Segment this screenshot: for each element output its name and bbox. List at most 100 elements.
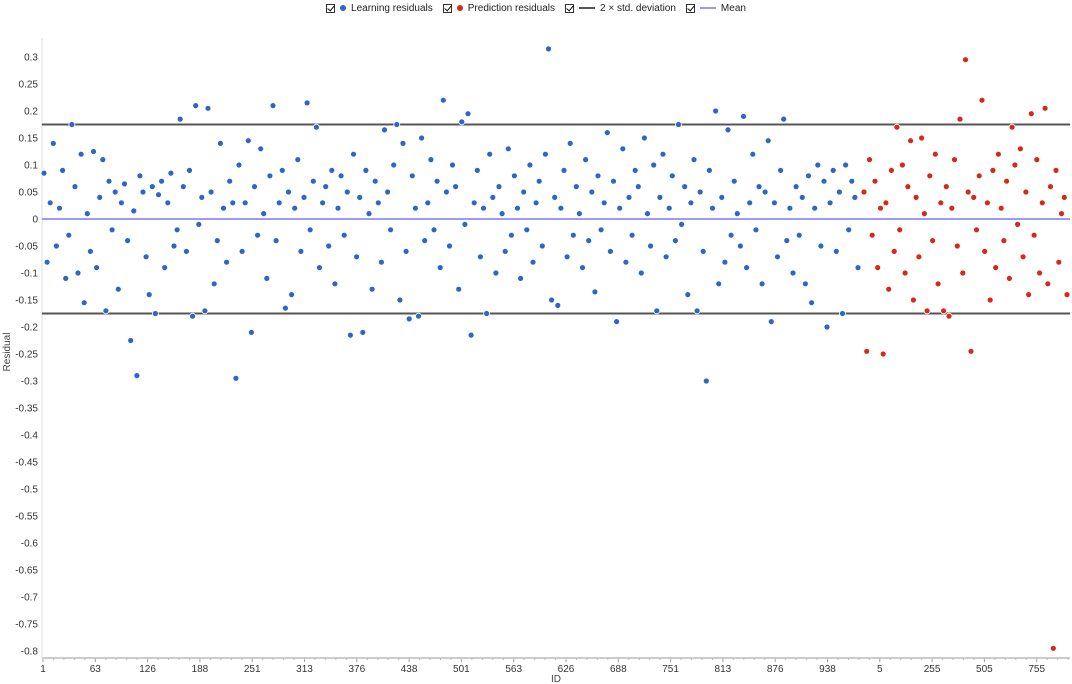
learning-residual-point [758, 280, 766, 288]
learning-residual-point [616, 204, 624, 212]
learning-residual-point [653, 307, 661, 315]
prediction-residual-point [978, 96, 986, 104]
x-tick-label: 626 [558, 664, 575, 675]
learning-residual-point [229, 199, 237, 207]
learning-residual-point [402, 247, 410, 255]
learning-residual-point [526, 161, 534, 169]
y-tick-label: -0.1 [21, 269, 39, 280]
prediction-residual-point [907, 137, 914, 145]
learning-residual-point [40, 169, 48, 177]
learning-residual-point [588, 188, 596, 196]
prediction-residual-point [973, 226, 980, 234]
learning-residual-point [802, 280, 809, 288]
learning-residual-point [232, 374, 240, 382]
learning-residual-point [826, 199, 834, 207]
y-tick-label: -0.05 [15, 242, 38, 253]
prediction-residual-point [1025, 291, 1032, 299]
x-tick-label: 188 [192, 664, 209, 675]
learning-residual-point [408, 172, 416, 180]
learning-residual-point [591, 288, 599, 296]
learning-residual-point [436, 264, 444, 272]
learning-residual-point [331, 280, 339, 288]
prediction-residual-point [989, 166, 997, 174]
learning-residual-point [254, 231, 262, 239]
prediction-residual-point [1030, 231, 1038, 239]
learning-residual-point [458, 118, 466, 126]
y-tick-label: -0.45 [15, 458, 38, 469]
learning-residual-point [80, 299, 88, 307]
learning-residual-point [102, 307, 110, 315]
learning-residual-point [684, 291, 692, 299]
prediction-residual-point [953, 242, 961, 250]
prediction-residual-point [995, 150, 1002, 158]
y-tick-label: 0.15 [19, 134, 39, 145]
learning-residual-point [210, 280, 218, 288]
learning-residual-point [65, 231, 73, 239]
learning-residual-point [712, 107, 719, 115]
learning-residual-point [306, 226, 314, 234]
x-tick-label: 313 [296, 664, 313, 675]
learning-residual-point [356, 193, 364, 201]
learning-residual-point [650, 161, 658, 169]
learning-residual-point [607, 247, 614, 255]
learning-residual-point [186, 166, 193, 174]
learning-residual-point [74, 269, 82, 277]
legend-checkbox-0[interactable] [326, 3, 336, 13]
learning-residual-point [322, 183, 330, 191]
learning-residual-point [579, 264, 586, 272]
learning-residual-point [737, 242, 744, 250]
legend-checkbox-1[interactable] [442, 3, 452, 13]
prediction-residual-point [1041, 104, 1049, 112]
learning-residual-point [480, 204, 487, 212]
learning-residual-point [189, 312, 197, 320]
learning-residual-point [467, 331, 475, 339]
learning-residual-point [158, 177, 166, 185]
learning-residual-point [96, 193, 104, 201]
legend-checkbox-3[interactable] [685, 3, 695, 13]
x-tick-label: 876 [767, 664, 784, 675]
learning-residual-point [554, 301, 562, 309]
prediction-residual-point [929, 237, 936, 245]
learning-residual-point [114, 285, 122, 293]
learning-residual-point [226, 177, 234, 185]
learning-residual-point [133, 372, 141, 380]
learning-residual-point [662, 253, 670, 261]
learning-residual-point [495, 183, 503, 191]
prediction-residual-point [923, 307, 931, 315]
learning-residual-point [415, 312, 422, 320]
legend-item-2[interactable]: 2 × std. deviation [565, 3, 676, 14]
learning-residual-point [836, 188, 843, 196]
prediction-residual-point [1006, 274, 1013, 282]
learning-residual-point [523, 226, 531, 234]
prediction-residual-point [962, 56, 969, 64]
legend-item-0[interactable]: Learning residuals [326, 3, 433, 14]
learning-residual-point [817, 242, 825, 250]
learning-residual-point [151, 310, 159, 317]
learning-residual-point [572, 183, 580, 191]
legend-item-3[interactable]: Mean [685, 3, 746, 14]
learning-residual-point [764, 137, 772, 145]
legend-checkbox-2[interactable] [565, 3, 575, 13]
learning-residual-point [560, 166, 568, 174]
learning-residual-point [411, 204, 419, 212]
prediction-residual-point [904, 183, 912, 191]
learning-residual-point [542, 150, 549, 158]
learning-residual-point [216, 139, 224, 147]
prediction-residual-point [896, 226, 904, 234]
prediction-residual-point [992, 264, 1000, 272]
prediction-residual-point [984, 199, 991, 207]
legend-swatch-2 [579, 7, 596, 9]
y-tick-label: -0.35 [15, 404, 38, 415]
learning-residual-point [142, 253, 150, 261]
learning-residual-point [823, 323, 831, 331]
legend-item-1[interactable]: Prediction residuals [442, 3, 555, 14]
learning-residual-point [727, 231, 735, 239]
prediction-residual-point [860, 188, 868, 196]
learning-residual-point [845, 226, 853, 234]
prediction-residual-point [986, 296, 994, 304]
learning-residual-point [418, 134, 426, 142]
learning-residual-point [53, 242, 60, 250]
prediction-residual-point [940, 307, 947, 315]
